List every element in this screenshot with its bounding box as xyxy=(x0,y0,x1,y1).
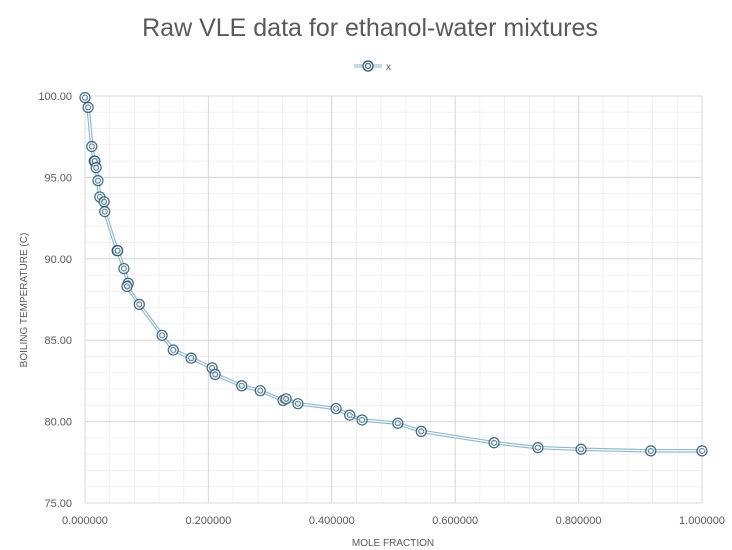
data-point-inner xyxy=(283,395,290,402)
data-point-inner xyxy=(346,412,353,419)
x-axis-label: MOLE FRACTION xyxy=(352,538,434,549)
data-point-inner xyxy=(95,177,101,184)
data-point-inner xyxy=(159,332,166,339)
y-tick-label: 80.00 xyxy=(44,417,72,429)
legend-label: x xyxy=(386,62,391,73)
data-point xyxy=(696,445,708,457)
data-point-inner xyxy=(418,428,425,435)
y-axis-label: BOILING TEMPERATURE (C) xyxy=(19,233,30,368)
data-point-inner xyxy=(238,382,245,389)
data-point-inner xyxy=(578,446,585,453)
data-point-inner xyxy=(534,444,541,451)
data-point xyxy=(112,245,124,257)
data-point xyxy=(99,205,111,218)
data-point xyxy=(575,443,587,455)
data-point-inner xyxy=(359,417,365,423)
data-point xyxy=(90,162,102,174)
data-point xyxy=(356,414,368,426)
data-point-inner xyxy=(333,405,340,412)
data-point xyxy=(292,398,304,410)
data-point-inner xyxy=(82,94,88,101)
data-point xyxy=(185,352,197,364)
data-point xyxy=(488,437,500,449)
legend: x xyxy=(354,60,391,73)
data-point-inner xyxy=(491,439,498,446)
y-tick-label: 100.00 xyxy=(38,91,72,103)
data-point-inner xyxy=(85,104,92,111)
data-point xyxy=(392,417,404,429)
x-tick-label: 0.800000 xyxy=(556,515,602,527)
x-tick-label: 0.200000 xyxy=(185,515,231,527)
data-point xyxy=(236,380,248,392)
data-point xyxy=(280,393,292,405)
data-point xyxy=(133,298,145,310)
legend-marker-inner xyxy=(365,63,371,69)
data-point-inner xyxy=(88,143,95,150)
y-tick-label: 75.00 xyxy=(44,498,72,510)
y-tick-label: 90.00 xyxy=(44,254,72,266)
data-point-inner xyxy=(394,420,401,427)
data-point-inner xyxy=(93,164,100,171)
data-point-inner xyxy=(101,198,108,205)
data-point xyxy=(82,101,94,113)
data-point xyxy=(645,445,657,457)
data-point-inner xyxy=(212,371,219,378)
data-point xyxy=(415,425,427,437)
data-point xyxy=(156,329,168,341)
data-point xyxy=(330,402,342,415)
data-point-inner xyxy=(114,247,121,254)
data-point xyxy=(167,344,179,356)
series-line xyxy=(83,97,702,453)
x-tick-label: 1.000000 xyxy=(679,515,725,527)
legend-marker xyxy=(362,60,374,72)
data-point xyxy=(98,196,110,208)
data-point xyxy=(121,280,133,293)
data-point xyxy=(86,140,98,153)
data-point xyxy=(532,442,544,454)
data-point-inner xyxy=(257,387,264,394)
chart-title: Raw VLE data for ethanol-water mixtures xyxy=(142,14,598,42)
data-point xyxy=(209,368,221,380)
data-point xyxy=(79,92,91,104)
data-point-inner xyxy=(136,301,143,308)
y-tick-label: 95.00 xyxy=(44,172,72,184)
y-tick-label: 85.00 xyxy=(44,335,72,347)
series-line-inner xyxy=(84,97,702,452)
x-tick-label: 0.000000 xyxy=(62,515,108,527)
data-point-inner xyxy=(188,355,195,362)
data-point-inner xyxy=(101,208,108,215)
data-point-inner xyxy=(699,447,705,454)
data-point-inner xyxy=(124,283,130,290)
data-point-inner xyxy=(294,400,301,407)
x-tick-label: 0.600000 xyxy=(432,515,478,527)
x-tick-label: 0.400000 xyxy=(309,515,355,527)
data-point-inner xyxy=(170,347,177,353)
data-point xyxy=(254,385,266,397)
data-point xyxy=(344,409,356,421)
data-point xyxy=(92,175,104,187)
data-point-inner xyxy=(120,265,127,272)
data-point xyxy=(118,262,130,275)
data-point-inner xyxy=(647,447,654,454)
